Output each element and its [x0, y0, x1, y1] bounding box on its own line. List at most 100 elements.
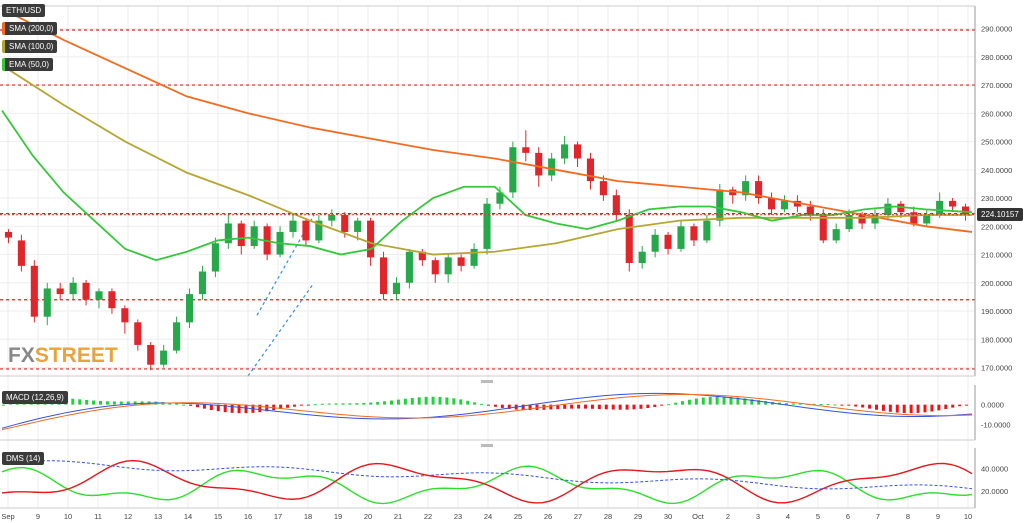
- x-tick-label: 7: [876, 512, 880, 521]
- macd-histogram-bar: [341, 403, 345, 405]
- watermark: FXSTREET: [8, 344, 118, 367]
- macd-histogram-bar: [798, 403, 802, 405]
- candle-body: [69, 282, 77, 295]
- candle-body: [936, 200, 944, 216]
- candle-body: [599, 181, 607, 196]
- candle-body: [160, 350, 168, 365]
- y-tick-label: 210.0000: [981, 251, 1012, 260]
- macd-histogram-bar: [334, 403, 338, 405]
- macd-histogram-bar: [965, 404, 969, 406]
- candle-body: [483, 203, 491, 249]
- macd-histogram-bar: [854, 404, 858, 407]
- last-price-label: 224.10157: [977, 208, 1023, 221]
- macd-histogram-bar: [306, 404, 310, 406]
- macd-histogram-bar: [923, 404, 927, 413]
- candle-body: [82, 282, 90, 300]
- x-tick-label: 19: [334, 512, 342, 521]
- macd-histogram-bar: [2, 404, 5, 406]
- macd-signal-line: [1, 393, 973, 431]
- macd-histogram-bar: [376, 401, 380, 405]
- macd-histogram-bar: [784, 403, 788, 405]
- macd-histogram-bar: [424, 396, 428, 405]
- panel-resize-handle: [481, 444, 493, 447]
- legend-sma200[interactable]: SMA (200,0): [2, 22, 58, 35]
- main-price-panel: [0, 8, 975, 377]
- y-tick-label: 240.0000: [981, 166, 1012, 175]
- macd-histogram-bar: [445, 397, 449, 405]
- macd-histogram-bar: [715, 396, 719, 405]
- y-tick-label: 290.0000: [981, 25, 1012, 34]
- legend-ema50[interactable]: EMA (50,0): [2, 58, 54, 71]
- candle-body: [651, 234, 659, 252]
- legend-sma100[interactable]: SMA (100,0): [2, 40, 58, 53]
- macd-histogram-bar: [168, 402, 172, 405]
- macd-histogram-bar: [826, 404, 830, 406]
- macd-histogram-bar: [632, 404, 636, 410]
- legend-macd[interactable]: MACD (12,26,9): [2, 391, 68, 404]
- y-tick-label: 280.0000: [981, 53, 1012, 62]
- macd-histogram-bar: [764, 401, 768, 405]
- candle-body: [742, 181, 750, 196]
- candle-body: [185, 294, 194, 323]
- candle-body: [444, 257, 452, 275]
- candle-body: [108, 291, 116, 309]
- macd-histogram-bar: [78, 399, 82, 405]
- macd-histogram-bar: [590, 404, 594, 409]
- candle-body: [871, 215, 879, 224]
- x-tick-label: Oct: [692, 512, 705, 521]
- candle-body: [884, 203, 892, 216]
- macd-y-tick-label: 0.0000: [981, 401, 1004, 410]
- dms-panel: [1, 459, 973, 505]
- macd-histogram-bar: [286, 404, 290, 408]
- candle-body: [961, 206, 970, 216]
- candle-body: [173, 322, 181, 351]
- x-tick-label: 27: [574, 512, 582, 521]
- macd-histogram-bar: [701, 397, 705, 405]
- candle-body: [341, 215, 349, 232]
- macd-histogram-bar: [604, 404, 608, 410]
- candle-body: [638, 251, 646, 264]
- macd-histogram-bar: [736, 397, 740, 405]
- macd-histogram-bar: [313, 404, 317, 406]
- sma100-line: [1, 64, 972, 256]
- x-tick-label: 28: [604, 512, 612, 521]
- macd-histogram-bar: [875, 404, 878, 410]
- candle-body: [302, 220, 310, 241]
- y-tick-label: 170.0000: [981, 364, 1012, 373]
- candle-body: [664, 234, 672, 249]
- x-tick-label: 11: [94, 512, 102, 521]
- legend-symbol[interactable]: ETH/USD: [2, 4, 46, 17]
- macd-histogram-bar: [99, 400, 102, 405]
- x-tick-label: 20: [364, 512, 372, 521]
- macd-histogram-bar: [258, 404, 262, 413]
- macd-histogram-bar: [244, 404, 248, 414]
- ema50-line: [1, 109, 973, 262]
- candle-body: [573, 144, 582, 159]
- x-tick-label: 30: [664, 512, 672, 521]
- macd-histogram-bar: [563, 404, 567, 409]
- macd-histogram-bar: [230, 404, 234, 413]
- legend-dms[interactable]: DMS (14): [2, 452, 45, 465]
- macd-histogram-bar: [868, 404, 872, 409]
- macd-histogram-bar: [722, 396, 726, 405]
- candle-body: [858, 215, 866, 224]
- macd-histogram-bar: [500, 404, 504, 408]
- x-tick-label: 14: [184, 512, 192, 521]
- macd-histogram-bar: [293, 404, 296, 407]
- x-tick-label: 13: [154, 512, 162, 521]
- candle-body: [767, 198, 776, 210]
- x-tick-label: 9: [936, 512, 940, 521]
- macd-histogram-bar: [369, 402, 373, 405]
- macd-histogram-bar: [833, 404, 837, 406]
- x-tick-label: 29: [634, 512, 642, 521]
- x-tick-label: 18: [304, 512, 312, 521]
- candle-body: [121, 308, 129, 323]
- macd-histogram-bar: [299, 404, 303, 406]
- trendline: [247, 282, 315, 377]
- candle-body: [612, 195, 620, 216]
- macd-histogram-bar: [812, 403, 816, 405]
- candle-body: [95, 291, 103, 300]
- macd-histogram-bar: [577, 404, 581, 409]
